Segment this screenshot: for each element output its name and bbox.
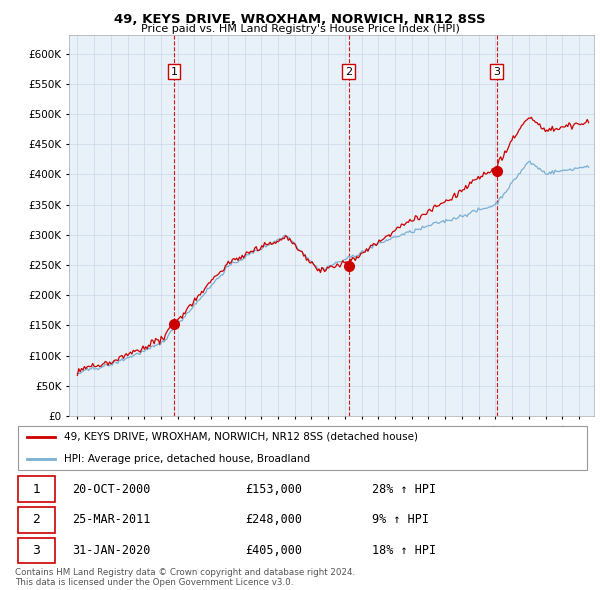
Text: 31-JAN-2020: 31-JAN-2020 bbox=[73, 544, 151, 557]
Text: HPI: Average price, detached house, Broadland: HPI: Average price, detached house, Broa… bbox=[64, 454, 310, 464]
Text: Price paid vs. HM Land Registry's House Price Index (HPI): Price paid vs. HM Land Registry's House … bbox=[140, 24, 460, 34]
Text: 49, KEYS DRIVE, WROXHAM, NORWICH, NR12 8SS: 49, KEYS DRIVE, WROXHAM, NORWICH, NR12 8… bbox=[114, 13, 486, 26]
Text: 20-OCT-2000: 20-OCT-2000 bbox=[73, 483, 151, 496]
Text: 18% ↑ HPI: 18% ↑ HPI bbox=[372, 544, 436, 557]
FancyBboxPatch shape bbox=[18, 537, 55, 563]
Text: £153,000: £153,000 bbox=[245, 483, 302, 496]
Text: £248,000: £248,000 bbox=[245, 513, 302, 526]
FancyBboxPatch shape bbox=[18, 507, 55, 533]
Text: 9% ↑ HPI: 9% ↑ HPI bbox=[372, 513, 429, 526]
Text: 49, KEYS DRIVE, WROXHAM, NORWICH, NR12 8SS (detached house): 49, KEYS DRIVE, WROXHAM, NORWICH, NR12 8… bbox=[64, 432, 418, 442]
Text: 25-MAR-2011: 25-MAR-2011 bbox=[73, 513, 151, 526]
Text: 2: 2 bbox=[32, 513, 40, 526]
Text: 1: 1 bbox=[170, 67, 178, 77]
Text: 1: 1 bbox=[32, 483, 40, 496]
Text: 3: 3 bbox=[493, 67, 500, 77]
Text: £405,000: £405,000 bbox=[245, 544, 302, 557]
Text: 28% ↑ HPI: 28% ↑ HPI bbox=[372, 483, 436, 496]
Text: 2: 2 bbox=[345, 67, 352, 77]
Text: Contains HM Land Registry data © Crown copyright and database right 2024.
This d: Contains HM Land Registry data © Crown c… bbox=[15, 568, 355, 587]
Text: 3: 3 bbox=[32, 544, 40, 557]
FancyBboxPatch shape bbox=[18, 476, 55, 502]
FancyBboxPatch shape bbox=[18, 425, 587, 470]
